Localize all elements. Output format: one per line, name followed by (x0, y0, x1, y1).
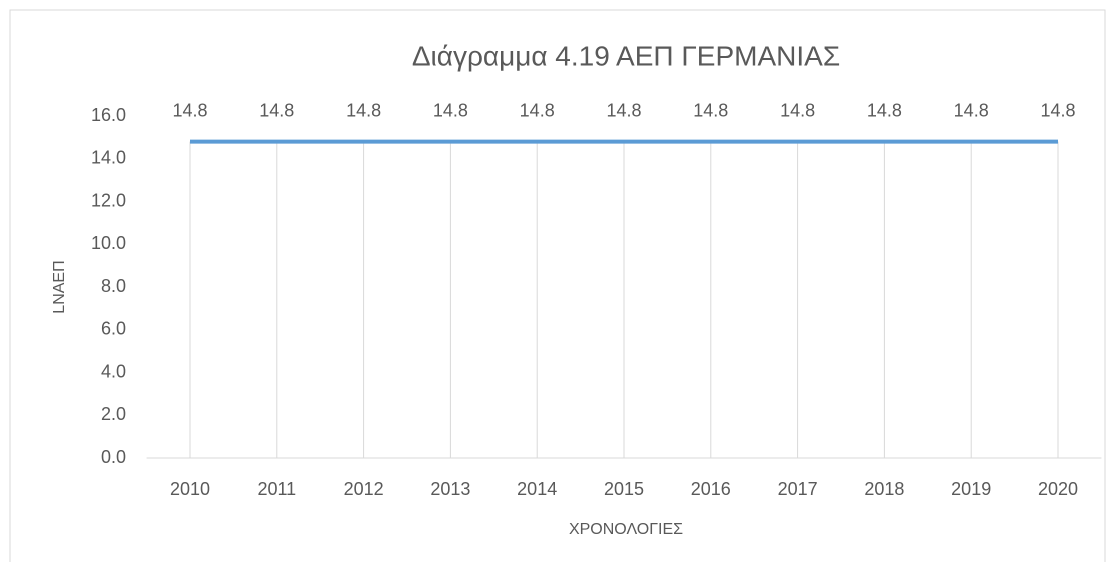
x-tick-label: 2010 (170, 479, 210, 499)
data-label: 14.8 (433, 100, 468, 120)
y-tick-label: 2.0 (101, 404, 126, 424)
data-label: 14.8 (172, 100, 207, 120)
x-tick-label: 2012 (344, 479, 384, 499)
chart-frame (9, 9, 1106, 562)
data-label: 14.8 (259, 100, 294, 120)
x-tick-label: 2014 (517, 479, 557, 499)
y-tick-label: 0.0 (101, 447, 126, 467)
data-label: 14.8 (954, 100, 989, 120)
x-tick-label: 2013 (430, 479, 470, 499)
data-label: 14.8 (693, 100, 728, 120)
y-axis-title: LNAEΠ (51, 260, 68, 313)
data-label: 14.8 (780, 100, 815, 120)
y-tick-label: 8.0 (101, 276, 126, 296)
data-label: 14.8 (867, 100, 902, 120)
x-tick-label: 2011 (257, 479, 296, 499)
data-label: 14.8 (520, 100, 555, 120)
x-tick-label: 2020 (1038, 479, 1078, 499)
x-tick-label: 2015 (604, 479, 644, 499)
data-label: 14.8 (346, 100, 381, 120)
x-axis-title: ΧΡΟΝΟΛΟΓΙΕΣ (569, 521, 683, 538)
y-tick-label: 16.0 (91, 105, 126, 125)
x-tick-label: 2019 (951, 479, 991, 499)
data-label: 14.8 (1040, 100, 1075, 120)
y-tick-label: 12.0 (91, 190, 126, 210)
y-tick-label: 10.0 (91, 233, 126, 253)
x-tick-label: 2016 (691, 479, 731, 499)
data-label: 14.8 (606, 100, 641, 120)
x-tick-label: 2017 (778, 479, 818, 499)
y-tick-label: 14.0 (91, 148, 126, 168)
chart-title: Διάγραμμα 4.19 ΑΕΠ ΓΕΡΜΑΝΙΑΣ (412, 40, 840, 71)
y-tick-label: 6.0 (101, 319, 126, 339)
y-tick-label: 4.0 (101, 361, 126, 381)
x-tick-label: 2018 (864, 479, 904, 499)
